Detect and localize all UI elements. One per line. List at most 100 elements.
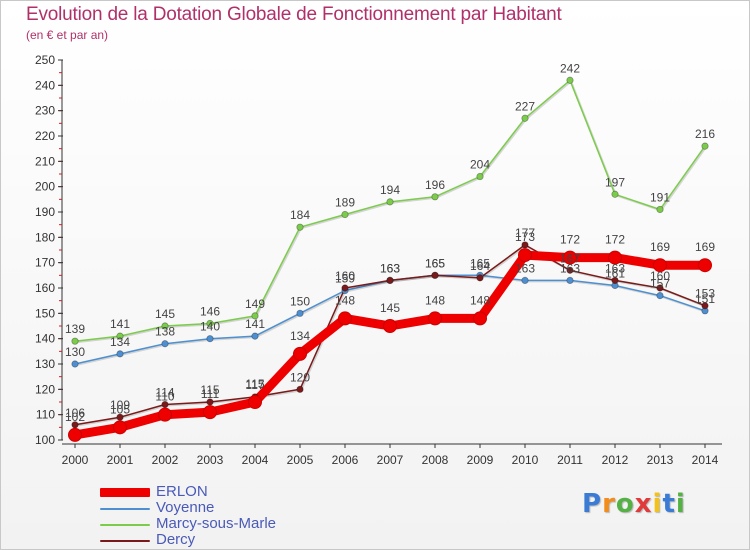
data-label: 102 [65, 410, 85, 424]
data-point [701, 302, 709, 310]
data-label: 191 [650, 190, 670, 204]
data-point [71, 337, 79, 345]
data-label: 146 [200, 304, 220, 318]
data-point [116, 332, 124, 340]
data-label: 139 [65, 322, 85, 336]
legend-label: Voyenne [156, 499, 215, 516]
data-label: 115 [200, 383, 219, 397]
data-point [656, 284, 664, 292]
y-tick-label: 190 [35, 205, 55, 219]
data-label: 141 [110, 317, 130, 331]
chart-subtitle: (en € et par an) [26, 28, 109, 42]
data-point [611, 276, 619, 284]
data-label: 134 [110, 335, 130, 349]
data-label: 169 [650, 240, 670, 254]
data-point [296, 223, 304, 231]
data-label: 169 [695, 240, 715, 254]
data-label: 196 [425, 178, 445, 192]
data-label: 115 [245, 377, 264, 391]
legend-swatch [100, 508, 150, 510]
data-point [341, 210, 349, 219]
legend-label: Dercy [156, 531, 196, 548]
data-label: 134 [290, 329, 310, 343]
data-label: 149 [245, 297, 265, 311]
y-tick-label: 230 [35, 104, 55, 118]
data-label: 160 [335, 269, 355, 283]
y-tick-label: 220 [35, 129, 55, 143]
data-point [521, 276, 529, 284]
y-tick-label: 130 [35, 357, 55, 371]
x-tick-label: 2007 [377, 453, 404, 467]
y-tick-label: 110 [36, 408, 55, 422]
data-label: 172 [560, 233, 580, 247]
data-label: 140 [200, 320, 220, 334]
data-label: 194 [380, 183, 400, 197]
data-label: 145 [155, 307, 175, 321]
data-point [521, 114, 529, 122]
data-point [206, 335, 214, 343]
data-label: 111 [201, 387, 220, 401]
legend-label: Marcy-sous-Marle [156, 515, 277, 532]
data-point [656, 205, 664, 214]
data-label: 120 [290, 370, 310, 384]
data-point [296, 385, 304, 393]
x-tick-label: 2011 [557, 453, 583, 467]
data-point [296, 309, 304, 317]
data-label: 105 [110, 402, 130, 416]
data-label: 153 [695, 287, 715, 301]
data-label: 163 [515, 261, 535, 275]
x-tick-label: 2002 [152, 453, 179, 467]
data-label: 159 [335, 272, 355, 286]
legend-label: ERLON [156, 483, 208, 500]
data-point [563, 250, 577, 265]
data-label: 204 [470, 158, 490, 172]
data-label: 163 [560, 261, 580, 275]
x-tick-label: 2004 [242, 453, 269, 467]
x-tick-label: 2013 [647, 453, 674, 467]
data-point [473, 311, 487, 326]
x-tick-label: 2012 [602, 453, 629, 467]
data-point [653, 258, 667, 273]
data-label: 177 [515, 226, 535, 240]
y-tick-label: 100 [35, 433, 55, 447]
data-label: 106 [65, 406, 85, 420]
legend-swatch [100, 524, 150, 526]
y-tick-label: 170 [35, 256, 55, 270]
x-tick-label: 2001 [107, 453, 134, 467]
data-point [566, 276, 574, 284]
series-points [68, 76, 712, 442]
x-tick-label: 2010 [512, 453, 539, 467]
data-label: 165 [425, 256, 445, 270]
y-tick-label: 240 [35, 78, 55, 92]
proxiti-logo: Proxiti [582, 489, 686, 519]
data-point [701, 142, 709, 150]
data-label: 148 [470, 293, 490, 307]
legend-swatch [100, 488, 150, 497]
data-point [161, 340, 169, 348]
y-tick-label: 250 [35, 53, 55, 67]
data-point [428, 311, 442, 326]
data-label: 117 [245, 378, 264, 392]
data-label: 114 [155, 386, 174, 400]
data-point [293, 346, 307, 361]
data-point [161, 322, 169, 330]
data-point [698, 258, 712, 273]
x-tick-label: 2014 [692, 453, 719, 467]
data-label: 165 [470, 256, 490, 270]
data-point [386, 198, 394, 206]
data-label: 197 [605, 175, 625, 189]
x-tick-label: 2005 [287, 453, 314, 467]
data-label: 150 [290, 294, 310, 308]
data-label: 148 [425, 293, 445, 307]
y-tick-label: 160 [35, 281, 55, 295]
data-point [431, 271, 439, 279]
data-point [518, 248, 532, 263]
data-point [566, 266, 574, 274]
data-label: 161 [605, 266, 625, 280]
data-point [341, 284, 349, 292]
data-label: 163 [380, 261, 400, 275]
y-tick-label: 180 [35, 230, 55, 244]
data-label: 163 [380, 261, 400, 275]
data-label: 151 [695, 292, 715, 306]
data-label: 145 [380, 301, 400, 315]
